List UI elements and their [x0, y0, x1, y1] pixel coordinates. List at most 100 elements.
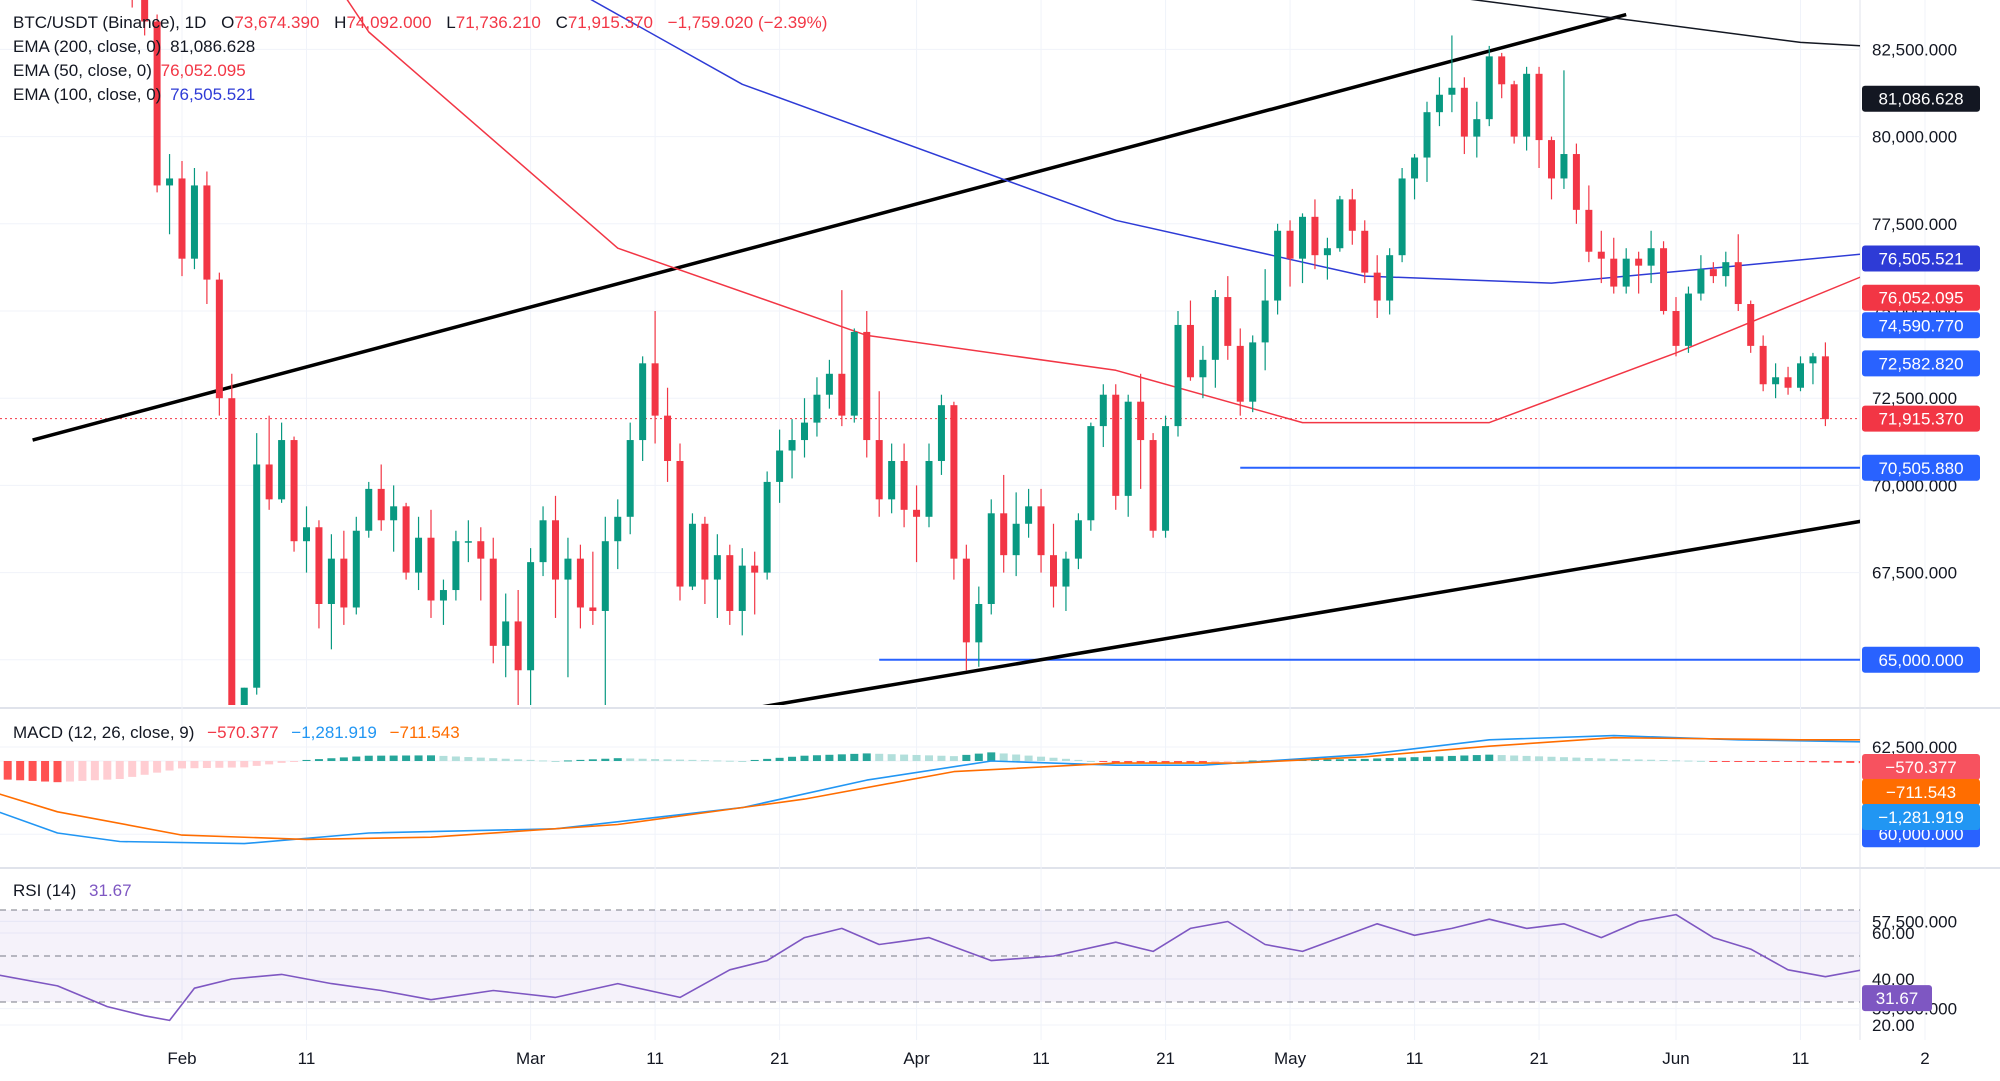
- candle: [253, 433, 261, 695]
- candle-body: [676, 460, 684, 587]
- candle: [1323, 237, 1331, 280]
- candle: [1572, 143, 1580, 224]
- candle-body: [278, 440, 286, 500]
- candle-body: [1012, 523, 1020, 556]
- candle-body: [1186, 324, 1194, 378]
- macd-histogram-bar: [65, 761, 74, 782]
- candle: [178, 161, 186, 277]
- macd-histogram-bar: [887, 754, 896, 761]
- macd-histogram-bar: [962, 754, 971, 761]
- candle: [327, 534, 335, 650]
- candle: [141, 0, 149, 36]
- candle: [813, 377, 821, 437]
- macd-tag-text: −711.543: [1886, 783, 1956, 802]
- candle: [352, 516, 360, 615]
- ema50-legend[interactable]: EMA (50, close, 0) 76,052.095: [13, 60, 250, 82]
- candle: [1137, 373, 1145, 489]
- candle: [415, 516, 423, 591]
- candle-body: [589, 607, 597, 611]
- candle: [477, 527, 485, 601]
- rsi-line-group: [0, 913, 1860, 1022]
- macd-histogram-bar: [526, 759, 535, 761]
- macd-histogram-bar: [1721, 761, 1730, 762]
- macd-histogram-bar: [1360, 758, 1369, 761]
- candle: [888, 443, 896, 514]
- close-value: 71,915.370: [567, 13, 653, 32]
- symbol-title[interactable]: BTC/USDT (Binance), 1D: [13, 13, 207, 32]
- rsi-legend[interactable]: RSI (14) 31.67: [13, 880, 136, 902]
- macd-legend[interactable]: MACD (12, 26, close, 9) −570.377 −1,281.…: [13, 722, 464, 744]
- candle: [527, 548, 535, 705]
- candle: [850, 328, 858, 423]
- candle: [153, 14, 161, 193]
- macd-histogram-bar: [875, 753, 884, 761]
- candle-body: [452, 541, 460, 591]
- macd-histogram-bar: [763, 758, 772, 761]
- candle: [1759, 335, 1767, 392]
- candle-body: [1074, 520, 1082, 559]
- macd-histogram-bar: [788, 756, 797, 761]
- grid: [0, 0, 2000, 1040]
- ema200-label: EMA (200, close, 0): [13, 37, 162, 56]
- ema100-legend[interactable]: EMA (100, close, 0) 76,505.521: [13, 84, 259, 106]
- candle-body: [539, 520, 547, 563]
- macd-pane: [0, 734, 1860, 845]
- rsi-pane: [0, 909, 1860, 1022]
- candle-body: [228, 398, 236, 705]
- candle-body: [1660, 248, 1668, 311]
- macd-histogram-bar: [1124, 761, 1133, 764]
- price-tag-text: 70,505.880: [1878, 459, 1963, 478]
- macd-histogram-bar: [1223, 761, 1232, 762]
- macd-histogram-bar: [588, 759, 597, 761]
- candle-body: [1398, 178, 1406, 256]
- macd-histogram-bar: [862, 753, 871, 761]
- price-tag-bg: [1862, 312, 1980, 339]
- ohlc-legend[interactable]: BTC/USDT (Binance), 1D O73,674.390 H74,0…: [13, 12, 831, 34]
- macd-histogram-bar: [1709, 761, 1718, 762]
- macd-histogram-bar: [1423, 756, 1431, 761]
- candle-body: [439, 590, 447, 601]
- candle-body: [489, 558, 497, 646]
- candle: [1560, 70, 1568, 189]
- ema200-legend[interactable]: EMA (200, close, 0) 81,086.628: [13, 36, 259, 58]
- candle: [290, 436, 298, 552]
- macd-histogram-bar: [389, 755, 398, 761]
- macd-histogram-bar: [601, 758, 610, 761]
- candle-body: [1373, 272, 1381, 301]
- macd-histogram-bar: [676, 759, 684, 761]
- candle: [1597, 230, 1605, 284]
- macd-histogram-bar: [987, 752, 996, 761]
- candle: [1311, 199, 1319, 270]
- macd-histogram-bar: [439, 755, 448, 761]
- macd-histogram-bar: [1385, 758, 1394, 761]
- macd-histogram-bar: [1024, 755, 1033, 761]
- candle: [564, 537, 572, 678]
- macd-histogram-bar: [1398, 757, 1407, 761]
- macd-histogram-bar: [514, 759, 523, 761]
- macd-histogram-bar: [812, 755, 821, 761]
- ema100-line: [590, 0, 1860, 284]
- candle: [402, 502, 410, 580]
- candle-body: [925, 460, 933, 517]
- macd-histogram-bar: [700, 760, 709, 762]
- candle-body: [564, 558, 572, 580]
- candle: [801, 398, 808, 458]
- macd-histogram-bar: [825, 754, 834, 761]
- candle: [1199, 345, 1207, 399]
- candle-body: [1597, 251, 1605, 259]
- macd-histogram-bar: [153, 761, 162, 773]
- candle-body: [1473, 119, 1481, 137]
- macd-histogram-bar: [1447, 755, 1456, 761]
- macd-histogram-bar: [1684, 760, 1693, 762]
- rsi-tag-bg: [1862, 985, 1932, 1012]
- candle: [863, 311, 871, 458]
- candle-body: [962, 558, 970, 643]
- candle-body: [1249, 342, 1257, 402]
- candle: [228, 373, 236, 705]
- price-tag-bg: [1862, 350, 1980, 377]
- candle-body: [1809, 356, 1817, 364]
- price-tag-text: 74,590.770: [1878, 316, 1963, 335]
- macd-signal-value: −711.543: [389, 723, 460, 742]
- candle: [1050, 523, 1057, 608]
